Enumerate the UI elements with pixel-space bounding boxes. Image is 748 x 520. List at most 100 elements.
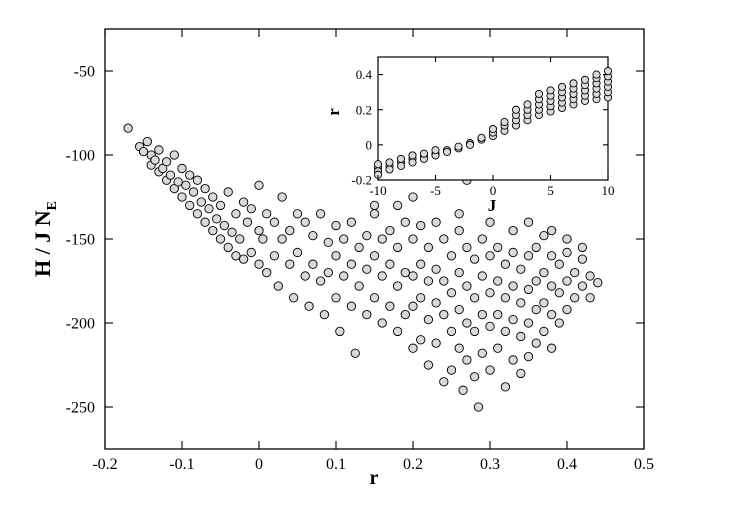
main-data-point (400, 217, 410, 227)
main-data-point (258, 234, 268, 244)
main-x-tick-label: 0.1 (326, 456, 346, 473)
inset-data-point (385, 158, 394, 167)
main-data-point (477, 234, 487, 244)
main-x-tick-label: 0.2 (403, 456, 423, 473)
main-data-point (416, 335, 426, 345)
main-data-point (154, 145, 164, 155)
main-y-axis-label-main: H / J N (30, 210, 55, 277)
main-data-point (123, 123, 133, 133)
main-data-point (392, 200, 403, 211)
main-data-point (546, 309, 557, 320)
main-data-point (369, 251, 380, 261)
inset-x-ticks: -10 -5 0 5 10 (369, 57, 615, 198)
main-data-point (500, 326, 511, 337)
main-data-point (150, 155, 160, 165)
main-y-tick-label: -150 (66, 232, 95, 249)
main-data-point (165, 170, 176, 180)
main-data-point (493, 309, 503, 320)
inset-data-point (431, 146, 440, 155)
main-data-point (308, 259, 318, 269)
inset-data-point (465, 140, 475, 149)
main-x-tick-label: -0.2 (92, 456, 117, 473)
inset-data-point (603, 67, 613, 76)
main-x-tick-label: 0.4 (557, 456, 577, 473)
main-data-point (223, 242, 233, 253)
main-data-point (138, 146, 149, 157)
main-data-point (350, 348, 360, 358)
main-data-point (346, 259, 357, 269)
main-data-point (508, 355, 518, 365)
main-data-point (200, 217, 210, 227)
inset-chart: -10 -5 0 5 10 -0.2 0 0.2 0.4 J r (324, 56, 615, 215)
main-data-point (246, 247, 256, 258)
main-data-point (292, 247, 303, 258)
inset-data-point (580, 75, 590, 84)
main-data-point (392, 326, 403, 337)
inset-y-tick-label: 0.2 (356, 102, 372, 117)
main-data-point (531, 242, 541, 253)
main-data-point (362, 264, 372, 274)
main-data-point (323, 267, 333, 278)
main-x-ticks: -0.2 -0.1 0 0.1 0.2 0.3 0.4 0.5 (92, 29, 654, 473)
main-data-point (408, 271, 418, 281)
main-data-point (262, 267, 272, 278)
main-data-point (577, 281, 588, 291)
main-data-point (593, 278, 603, 288)
inset-data-point (477, 133, 486, 142)
main-data-point (319, 309, 330, 320)
main-data-point (377, 271, 387, 281)
main-data-point (331, 293, 341, 303)
main-data-point (577, 242, 588, 253)
main-data-point (431, 298, 441, 308)
main-data-point (346, 217, 357, 227)
main-data-point (546, 281, 557, 291)
main-data-point (516, 331, 526, 342)
main-data-point (562, 234, 572, 244)
main-data-point (277, 234, 287, 244)
main-data-point (408, 301, 418, 311)
main-data-point (416, 220, 426, 231)
main-data-point (439, 276, 449, 286)
inset-y-ticks: -0.2 0 0.2 0.4 (351, 67, 608, 188)
main-data-point (469, 254, 480, 264)
inset-data-point (592, 70, 601, 79)
main-data-point (516, 298, 526, 308)
inset-data-point (454, 142, 463, 151)
main-data-point (539, 230, 549, 241)
inset-data-points (373, 67, 613, 179)
main-data-point (462, 318, 472, 328)
main-data-point (485, 251, 495, 261)
main-data-point (223, 187, 233, 197)
main-data-point (346, 301, 357, 311)
main-data-point (173, 177, 183, 187)
main-data-point (423, 242, 434, 253)
main-data-point (304, 301, 314, 311)
main-data-point (273, 281, 283, 291)
main-x-tick-label: 0 (255, 456, 263, 473)
main-data-point (493, 242, 503, 253)
main-data-point (469, 326, 480, 337)
main-data-point (235, 234, 245, 244)
main-data-point (385, 301, 395, 311)
main-data-point (423, 314, 434, 325)
main-data-point (446, 251, 457, 261)
main-data-point (423, 360, 434, 370)
main-data-point (454, 225, 464, 236)
main-data-point (242, 217, 253, 227)
main-data-point (562, 276, 572, 286)
inset-data-point (488, 124, 498, 134)
main-data-point (161, 157, 172, 167)
inset-x-tick-label: 0 (490, 183, 497, 198)
main-data-point (323, 237, 333, 248)
main-data-point (377, 318, 387, 328)
main-data-point (362, 309, 372, 320)
main-data-point (454, 304, 464, 315)
inset-x-tick-label: -10 (369, 183, 386, 198)
inset-x-tick-label: -5 (430, 183, 441, 198)
main-data-point (439, 377, 449, 387)
inset-data-point (442, 147, 452, 156)
inset-data-point (419, 149, 429, 158)
main-data-point (423, 276, 434, 286)
inset-x-axis-label: J (488, 196, 497, 215)
main-data-point (269, 217, 280, 227)
